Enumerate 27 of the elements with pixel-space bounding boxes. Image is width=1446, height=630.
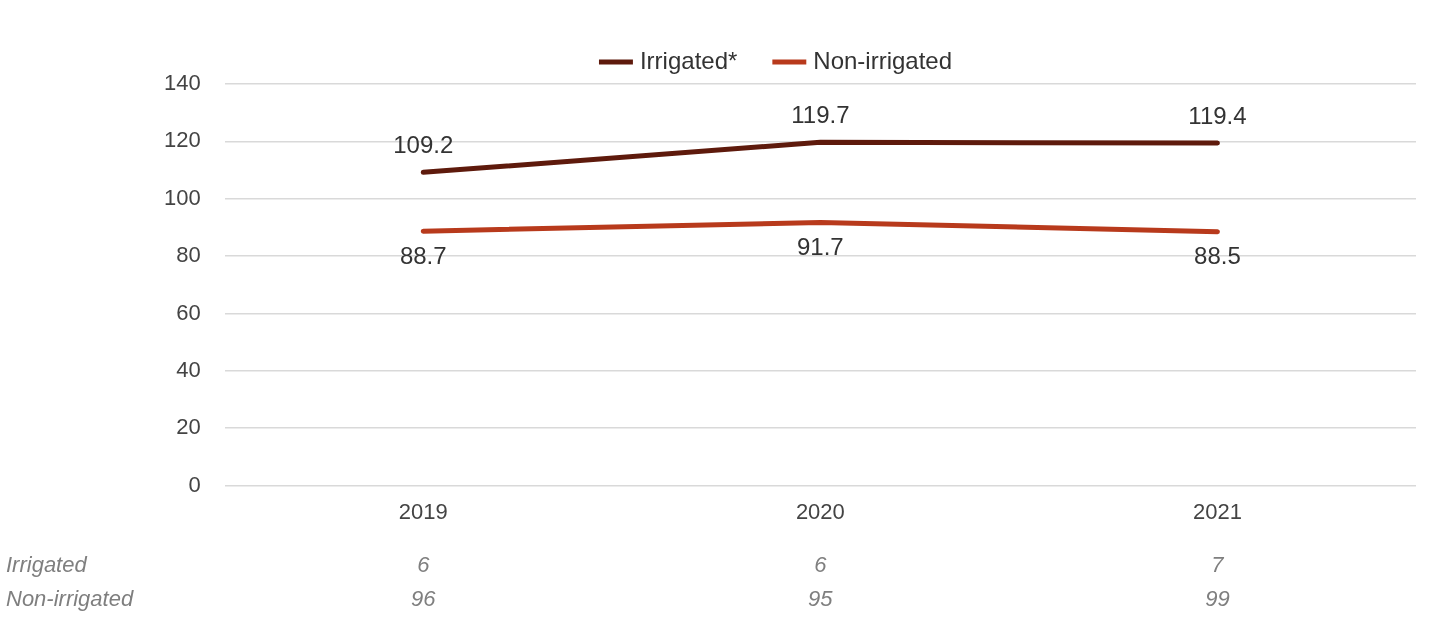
- y-tick-label: 60: [176, 299, 201, 325]
- text: 95: [808, 585, 834, 611]
- y-tick-label: 20: [176, 414, 201, 440]
- y-tick-label: 40: [176, 356, 201, 382]
- data-label: 88.7: [399, 241, 447, 269]
- text: Irrigated: [6, 551, 88, 577]
- y-tick-label: 120: [163, 127, 201, 153]
- legend-label: Irrigated*: [639, 46, 738, 74]
- x-tick-label: 2021: [1192, 498, 1242, 524]
- data-label: 88.5: [1194, 242, 1241, 270]
- data-label: 119.4: [1188, 101, 1247, 129]
- text: 96: [411, 585, 437, 611]
- y-tick-label: 100: [163, 184, 201, 210]
- text: 99: [1205, 585, 1230, 611]
- data-label: 91.7: [796, 233, 844, 261]
- x-tick-label: 2020: [795, 498, 845, 524]
- text: Non-irrigated: [6, 585, 134, 611]
- text: 6: [814, 551, 828, 577]
- data-label: 109.2: [393, 130, 454, 158]
- y-tick-label: 140: [163, 70, 201, 96]
- y-tick-label: 80: [176, 242, 201, 268]
- data-label: 119.7: [791, 100, 850, 128]
- legend-label: Non-irrigated: [813, 46, 953, 74]
- text: 6: [417, 551, 431, 577]
- text: 7: [1211, 551, 1225, 577]
- y-tick-label: 0: [188, 471, 201, 497]
- x-tick-label: 2019: [398, 498, 448, 524]
